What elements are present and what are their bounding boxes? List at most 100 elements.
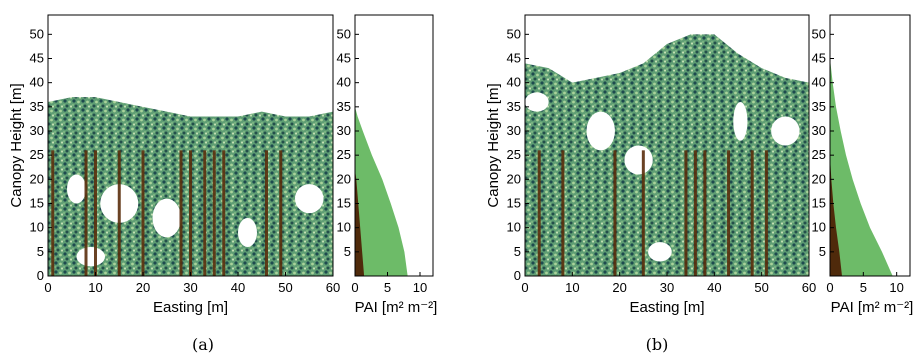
canopy-gap	[771, 116, 800, 146]
pai-axes-frame	[829, 14, 911, 277]
canopy-gap	[238, 218, 257, 247]
tree-stem	[750, 150, 754, 276]
x-tick-label: 20	[136, 280, 150, 295]
x-tick-label: 60	[802, 280, 816, 295]
tree-stem	[222, 150, 226, 276]
pai-y-tick-label: 35	[812, 99, 826, 114]
canopy-foliage	[525, 34, 809, 277]
canopy-gap	[648, 242, 672, 262]
tree-stem	[537, 150, 541, 276]
canopy-gap	[586, 111, 615, 151]
x-tick-label: 60	[326, 280, 340, 295]
pai-woody-area	[830, 155, 842, 276]
x-tick-label: 40	[231, 280, 245, 295]
canopy-gap	[733, 102, 748, 141]
canopy-gap	[67, 174, 86, 204]
canopy-gap	[76, 246, 105, 267]
pai-y-tick-label: 10	[812, 220, 826, 235]
pai-y-tick-label: 5	[819, 244, 826, 259]
y-tick-label: 25	[507, 147, 521, 162]
pai-x-tick-label: 0	[826, 280, 833, 295]
tree-stem	[117, 150, 121, 276]
pai-x-tick-label: 5	[384, 280, 391, 295]
tree-stem	[179, 150, 183, 276]
pai-y-tick-label: 15	[337, 196, 351, 211]
pai-x-axis-label: PAI [m² m⁻²]	[831, 299, 914, 316]
y-tick-label: 50	[30, 26, 44, 41]
tree-stem	[94, 150, 97, 276]
tree-stem	[141, 150, 145, 276]
pai-panel: 0 5 10 5 10 15 20 25 30 35 40 45 50 PAI [m² m⁻²]	[812, 14, 914, 316]
y-tick-label: 20	[507, 171, 521, 186]
y-tick-label: 40	[30, 75, 44, 90]
x-tick-label: 30	[183, 280, 197, 295]
pai-y-tick-label: 45	[812, 51, 826, 66]
pai-y-tick-label: 45	[337, 51, 351, 66]
pai-y-tick-label: 50	[337, 26, 351, 41]
tree-stem	[764, 150, 768, 276]
pai-x-tick-label: 5	[860, 280, 867, 295]
pai-axes-frame	[354, 14, 434, 277]
x-tick-label: 0	[44, 280, 51, 295]
pai-y-tick-label: 25	[812, 147, 826, 162]
tree-stem	[727, 150, 731, 276]
pai-x-tick-label: 10	[413, 280, 427, 295]
x-tick-label: 50	[754, 280, 768, 295]
pai-panel: 0 5 10 5 10 15 20 25 30 35 40 45 50 PAI [m² m⁻²]	[337, 14, 438, 316]
pai-leaf-area	[355, 106, 408, 276]
y-axis-label: Canopy Height [m]	[485, 83, 502, 207]
pai-y-tick-label: 15	[812, 196, 826, 211]
y-tick-label: 10	[30, 220, 44, 235]
tree-stem	[693, 150, 697, 276]
tree-stem	[684, 150, 688, 276]
y-tick-label: 0	[514, 268, 521, 283]
tree-stem	[212, 150, 216, 276]
tls-panel: 0 10 20 30 40 50 60 0 5 10 15 20 25 30 35 40 45 50 Easting…	[485, 14, 816, 316]
canopy-gap	[152, 198, 181, 238]
y-tick-label: 45	[30, 51, 44, 66]
pai-y-tick-label: 30	[812, 123, 826, 138]
pai-woody-area	[355, 169, 365, 276]
x-tick-label: 10	[565, 280, 579, 295]
x-axis-label: Easting [m]	[153, 299, 228, 316]
canopy-gap	[295, 184, 324, 214]
y-tick-label: 50	[507, 26, 521, 41]
x-tick-label: 30	[660, 280, 674, 295]
y-tick-label: 35	[30, 99, 44, 114]
tree-stem	[51, 150, 55, 276]
panel-caption: (b)	[646, 335, 669, 354]
pai-leaf-area	[830, 58, 893, 276]
y-tick-label: 30	[30, 123, 44, 138]
x-tick-label: 20	[612, 280, 626, 295]
pai-y-tick-label: 25	[337, 147, 351, 162]
tree-stem	[703, 150, 707, 276]
tls-panel: 0 10 20 30 40 50 60 0 5 10 15 20 25 30 35 40 45 50 Easting…	[8, 14, 340, 316]
panel-caption: (a)	[192, 335, 214, 354]
x-tick-label: 10	[88, 280, 102, 295]
canopy-gap	[624, 145, 653, 175]
y-tick-label: 45	[507, 51, 521, 66]
y-tick-label: 30	[507, 123, 521, 138]
y-tick-label: 20	[30, 171, 44, 186]
pai-y-tick-label: 40	[337, 75, 351, 90]
tree-stem	[84, 150, 88, 276]
tree-stem	[641, 150, 645, 276]
tree-stem	[265, 150, 268, 276]
pai-y-tick-label: 10	[337, 220, 351, 235]
x-axis-label: Easting [m]	[629, 299, 704, 316]
pai-y-tick-label: 5	[344, 244, 351, 259]
x-tick-label: 50	[278, 280, 292, 295]
tree-stem	[279, 150, 283, 276]
tree-stem	[189, 150, 192, 276]
y-tick-label: 40	[507, 75, 521, 90]
y-tick-label: 10	[507, 220, 521, 235]
panel-0: 0 10 20 30 40 50 60 0 5 10 15 20 25 30 35 40 45 50 Easting…	[8, 14, 438, 354]
pai-x-tick-label: 0	[351, 280, 358, 295]
y-tick-label: 35	[507, 99, 521, 114]
pai-x-axis-label: PAI [m² m⁻²]	[355, 299, 438, 316]
y-axis-label: Canopy Height [m]	[8, 83, 25, 207]
x-tick-label: 40	[707, 280, 721, 295]
canopy-gap	[525, 92, 549, 112]
pai-y-tick-label: 40	[812, 75, 826, 90]
